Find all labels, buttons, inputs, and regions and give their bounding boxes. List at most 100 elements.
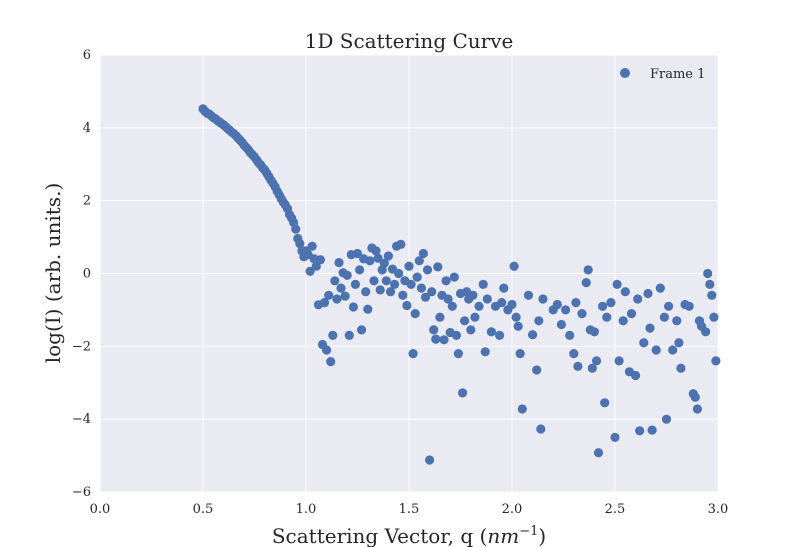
x-tick-label: 0.5 bbox=[193, 502, 214, 517]
data-point bbox=[509, 261, 519, 271]
data-point bbox=[307, 241, 317, 251]
y-tick-label: −2 bbox=[72, 339, 91, 354]
x-tick-labels: 0.0 0.5 1.0 1.5 2.0 2.5 3.0 bbox=[90, 502, 729, 517]
data-point bbox=[591, 356, 602, 366]
legend-label: Frame 1 bbox=[650, 67, 705, 82]
data-point bbox=[396, 239, 406, 249]
data-point bbox=[373, 253, 383, 263]
x-axis-unit: nm bbox=[487, 524, 519, 547]
data-point bbox=[552, 299, 562, 310]
data-point bbox=[556, 319, 567, 330]
data-point bbox=[684, 301, 694, 311]
x-tick-label: 2.0 bbox=[502, 502, 523, 517]
data-point bbox=[659, 312, 670, 322]
data-point bbox=[707, 290, 717, 300]
data-point bbox=[645, 323, 655, 333]
data-point bbox=[497, 298, 507, 308]
data-point bbox=[565, 330, 575, 340]
data-point bbox=[381, 276, 391, 286]
data-point bbox=[577, 309, 587, 319]
data-point bbox=[334, 258, 344, 268]
data-point bbox=[705, 279, 715, 289]
data-point bbox=[330, 276, 340, 286]
y-tick-labels: −6 −4 −2 0 2 4 6 bbox=[72, 48, 91, 500]
data-point bbox=[511, 312, 521, 322]
data-point bbox=[408, 349, 418, 359]
data-point bbox=[433, 262, 443, 272]
data-point bbox=[435, 312, 445, 322]
data-point bbox=[676, 363, 686, 373]
data-point bbox=[357, 325, 367, 335]
data-point bbox=[379, 258, 389, 268]
data-point bbox=[398, 290, 408, 300]
data-point bbox=[352, 248, 363, 259]
data-point bbox=[319, 298, 330, 308]
data-point bbox=[431, 334, 441, 344]
data-point bbox=[375, 285, 385, 295]
data-point bbox=[571, 298, 581, 308]
data-point bbox=[598, 301, 608, 311]
data-point bbox=[402, 300, 412, 311]
data-point bbox=[523, 290, 534, 300]
data-point bbox=[460, 316, 470, 326]
data-point bbox=[447, 301, 457, 311]
data-point bbox=[589, 327, 600, 337]
data-point bbox=[305, 266, 315, 276]
data-point bbox=[326, 357, 336, 367]
data-point bbox=[528, 330, 538, 340]
y-tick-label: −6 bbox=[72, 485, 91, 500]
data-point bbox=[453, 349, 463, 359]
x-tick-label: 2.5 bbox=[605, 502, 626, 517]
data-point bbox=[404, 261, 414, 271]
data-point bbox=[340, 291, 350, 301]
data-point bbox=[441, 276, 451, 286]
data-point bbox=[536, 424, 546, 434]
data-point bbox=[486, 327, 496, 337]
data-point bbox=[348, 302, 358, 312]
x-tick-label: 0.0 bbox=[90, 502, 111, 517]
data-point bbox=[439, 335, 449, 345]
x-axis-unit-exponent: −1 bbox=[519, 524, 538, 539]
x-tick-label: 1.5 bbox=[399, 502, 420, 517]
data-point bbox=[315, 255, 325, 265]
data-point bbox=[633, 294, 643, 304]
data-point bbox=[612, 279, 622, 289]
y-tick-label: 0 bbox=[83, 267, 91, 282]
data-point bbox=[573, 361, 583, 371]
data-point bbox=[610, 432, 620, 442]
data-point bbox=[647, 425, 657, 435]
data-point bbox=[507, 299, 517, 310]
data-point bbox=[363, 304, 373, 314]
x-axis-title: Scattering Vector, q (nm−1) bbox=[272, 524, 546, 547]
data-point bbox=[468, 290, 478, 300]
data-point bbox=[499, 283, 509, 293]
data-point bbox=[322, 345, 332, 355]
data-point bbox=[674, 338, 684, 348]
data-point bbox=[344, 330, 354, 340]
y-tick-label: 6 bbox=[83, 48, 91, 63]
data-point bbox=[394, 268, 404, 279]
data-point bbox=[470, 312, 480, 322]
data-point bbox=[416, 283, 426, 293]
data-point bbox=[332, 294, 342, 304]
data-point bbox=[581, 278, 591, 288]
data-point bbox=[600, 398, 610, 408]
data-point bbox=[614, 356, 624, 366]
data-point bbox=[336, 283, 346, 293]
data-point bbox=[449, 272, 459, 282]
data-point bbox=[517, 404, 527, 414]
data-point bbox=[443, 294, 453, 304]
x-tick-label: 1.0 bbox=[296, 502, 317, 517]
data-points bbox=[198, 104, 721, 465]
data-point bbox=[701, 327, 711, 337]
data-point bbox=[383, 251, 393, 261]
data-point bbox=[618, 316, 628, 326]
data-point bbox=[513, 321, 523, 331]
data-point bbox=[532, 365, 542, 375]
data-point bbox=[631, 370, 641, 381]
data-point bbox=[385, 287, 396, 297]
data-point bbox=[593, 448, 604, 458]
y-tick-label: 2 bbox=[83, 194, 91, 209]
data-point bbox=[328, 330, 338, 340]
data-point bbox=[495, 330, 505, 340]
